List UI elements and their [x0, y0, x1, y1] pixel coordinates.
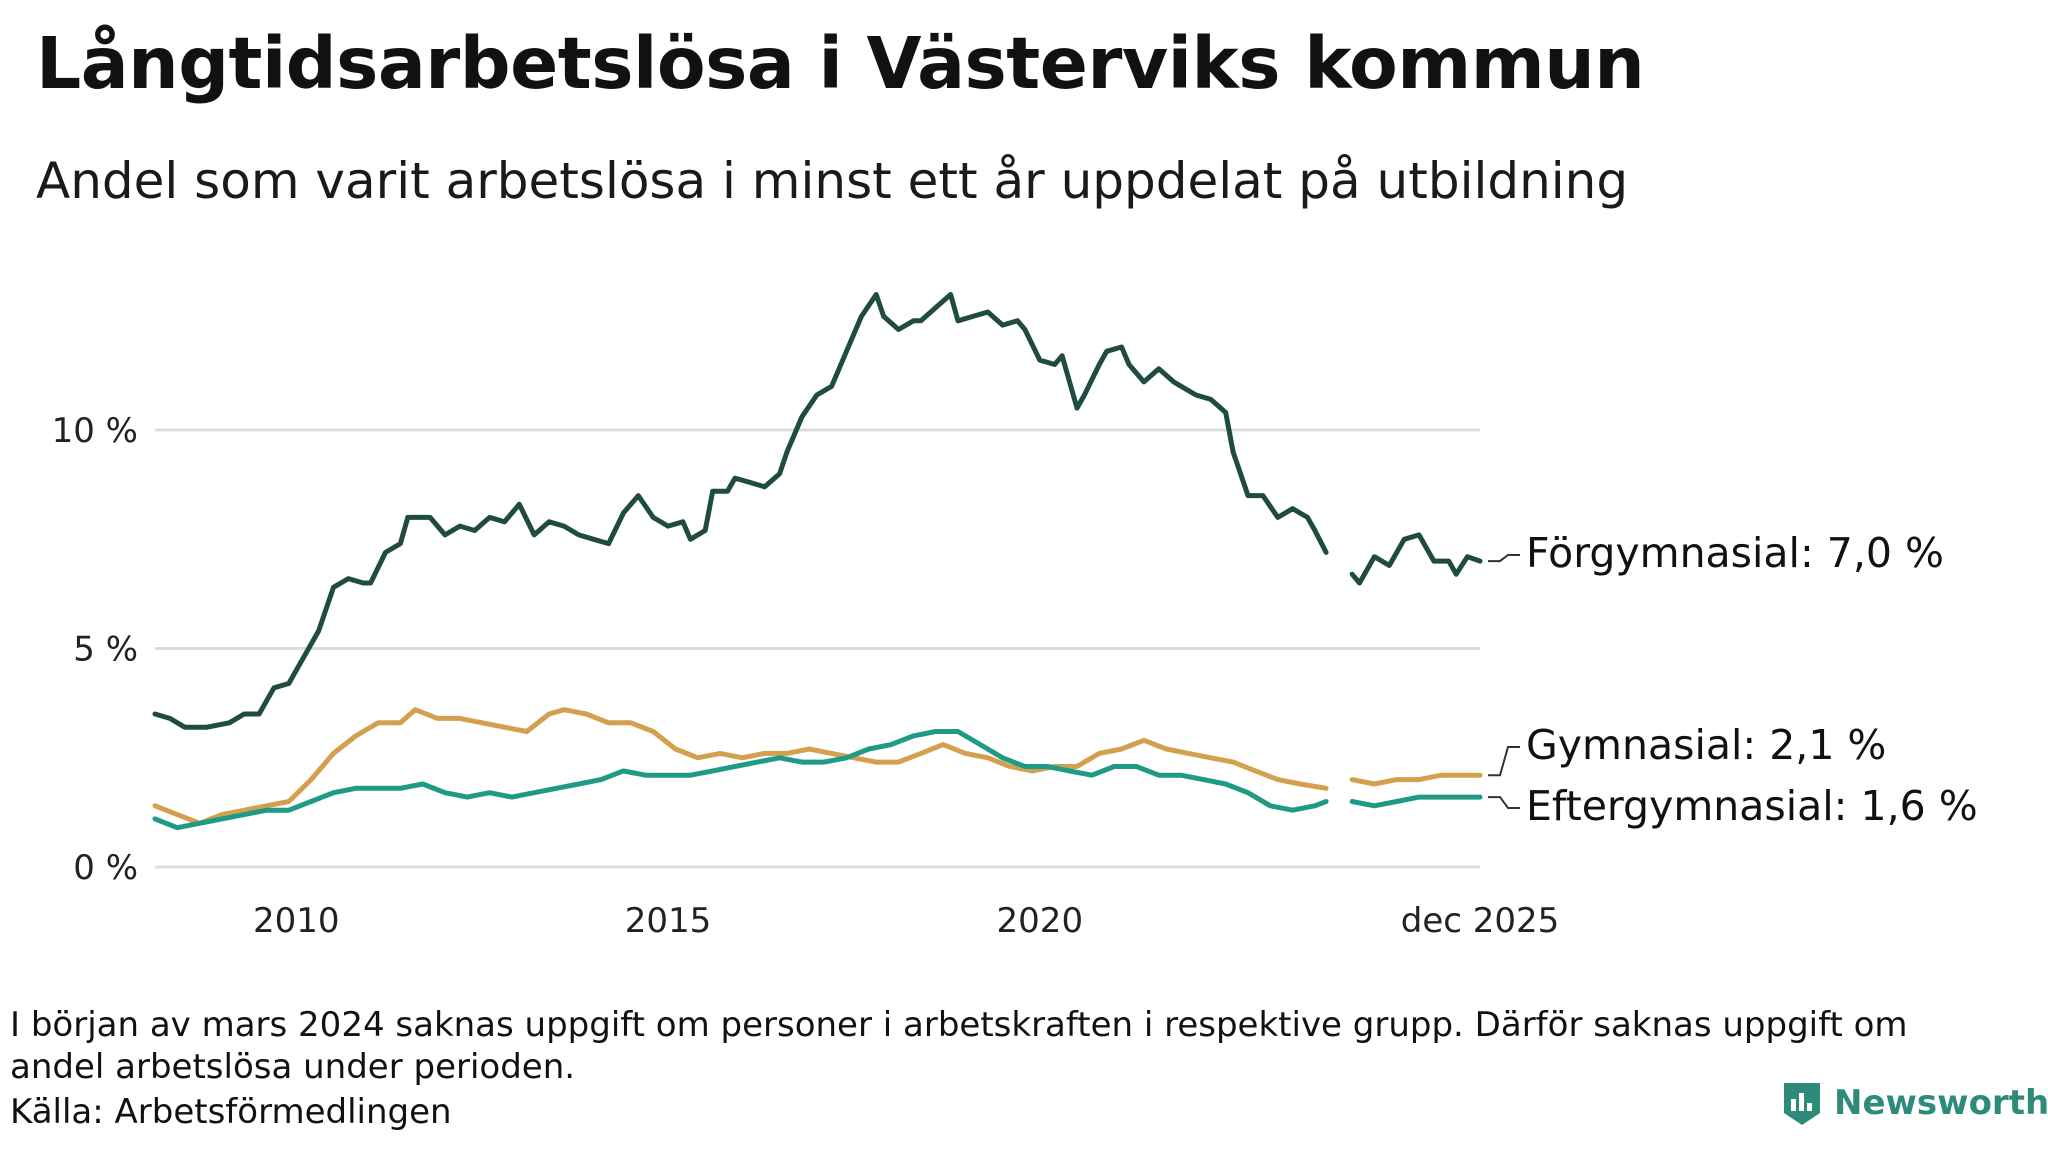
x-tick-label: 2020 [997, 901, 1084, 941]
brand-logo: Newsworthy [1780, 1078, 2048, 1128]
newsworthy-icon [1784, 1083, 1820, 1125]
y-tick-label: 5 % [73, 630, 138, 670]
series-line-before-gap [152, 707, 1329, 826]
y-tick-label: 0 % [73, 848, 138, 888]
label-leader-line [1488, 796, 1520, 809]
series-end-label: Gymnasial: 2,1 % [1526, 721, 1886, 769]
x-tick-label: dec 2025 [1401, 901, 1560, 941]
source-text: Källa: Arbetsförmedlingen [10, 1092, 452, 1132]
y-tick-label: 10 % [52, 411, 138, 451]
series-förgymnasial [152, 292, 1483, 730]
series-line-after-gap [1349, 794, 1483, 809]
x-axis: 2010 2015 2020 dec 2025 [253, 901, 1559, 941]
label-leader-line [1488, 746, 1520, 777]
series-line-after-gap [1349, 532, 1483, 586]
x-tick-label: 2010 [253, 901, 340, 941]
series-line-before-gap [152, 292, 1329, 730]
footnote: I början av mars 2024 saknas uppgift om … [10, 1005, 1908, 1087]
series-eftergymnasial [152, 729, 1483, 831]
series-end-label: Förgymnasial: 7,0 % [1526, 529, 1944, 577]
series-end-label: Eftergymnasial: 1,6 % [1526, 782, 1978, 830]
brand-name: Newsworthy [1834, 1083, 2048, 1123]
series-labels: Förgymnasial: 7,0 % Gymnasial: 2,1 % Efter… [1488, 529, 1978, 830]
line-chart: 0 % 5 % 10 % 2010 2015 2020 dec 2025 Förgymna… [52, 292, 1978, 941]
series-gymnasial [152, 707, 1483, 826]
grid-layer [155, 428, 1480, 869]
series-line-after-gap [1349, 772, 1483, 787]
chart-subtitle: Andel som varit arbetslösa i minst ett å… [36, 152, 1629, 210]
label-leader-line [1488, 554, 1520, 563]
y-axis: 0 % 5 % 10 % [52, 411, 138, 888]
series-layer [152, 292, 1483, 831]
chart-title: Långtidsarbetslösa i Västerviks kommun [36, 22, 1645, 105]
series-line-before-gap [152, 729, 1329, 831]
x-tick-label: 2015 [625, 901, 712, 941]
